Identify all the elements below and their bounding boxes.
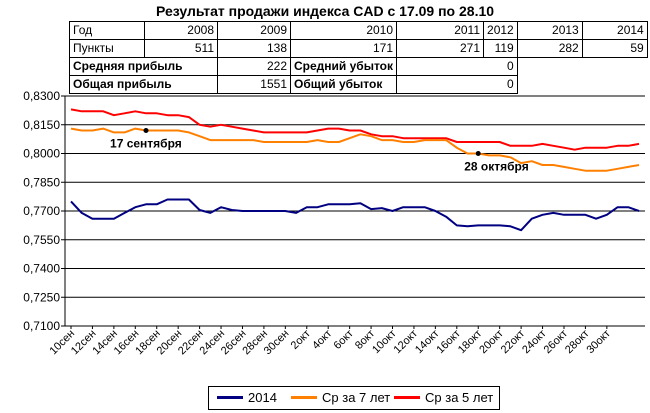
x-tick-label: 30сен — [262, 328, 292, 358]
y-tick-label: 0,7100 — [23, 319, 60, 333]
points-cell: 59 — [581, 39, 648, 58]
total-profit-label: Общая прибыль — [69, 75, 218, 94]
y-tick-label: 0,7850 — [23, 175, 60, 189]
x-tick-label: 30окт — [584, 328, 613, 357]
legend-swatch — [291, 396, 317, 399]
x-tick-label: 10окт — [370, 328, 399, 357]
y-tick-label: 0,7400 — [23, 262, 60, 276]
legend-label: 2014 — [248, 390, 277, 405]
x-tick-label: 2окт — [289, 328, 313, 352]
y-tick-label: 0,7250 — [23, 290, 60, 304]
series-line — [70, 198, 640, 232]
legend-item-2014: 2014 — [217, 390, 277, 405]
total-profit-value: 1551 — [217, 75, 291, 94]
points-label-cell: Пункты — [69, 39, 145, 58]
annotation-marker — [143, 128, 149, 133]
x-tick-label: 18окт — [456, 328, 485, 357]
stats-table: Год 2008 2009 2010 2011 2012 2013 2014 П… — [69, 21, 648, 94]
legend-item-avg5: Ср за 5 лет — [394, 390, 493, 405]
x-tick-label: 22окт — [499, 328, 528, 357]
x-tick-label: 28окт — [563, 328, 592, 357]
legend-swatch — [217, 396, 243, 399]
year-cell: 2012 — [483, 21, 518, 40]
y-tick-label: 0,8000 — [23, 147, 60, 161]
legend-label: Ср за 5 лет — [425, 390, 494, 405]
y-tick-label: 0,8300 — [23, 89, 60, 103]
table-row: Общая прибыль 1551 Общий убыток 0 — [69, 75, 648, 94]
x-tick-label: 12окт — [392, 328, 421, 357]
x-tick-label: 6окт — [332, 328, 356, 352]
series-line — [70, 127, 640, 172]
series-line — [70, 108, 640, 151]
x-tick-label: 20окт — [477, 328, 506, 357]
annotation-marker — [475, 151, 481, 156]
points-cell: 282 — [516, 39, 583, 58]
annotation-label: 28 октября — [464, 160, 528, 174]
y-tick-label: 0,7550 — [23, 233, 60, 247]
table-row: Пункты 511 138 171 271 119 282 59 — [69, 39, 648, 58]
annotation-label: 17 сентября — [110, 137, 182, 151]
y-tick-label: 0,8150 — [23, 118, 60, 132]
chart-legend: 2014 Ср за 7 лет Ср за 5 лет — [208, 386, 500, 410]
legend-swatch — [394, 396, 420, 399]
table-row: Год 2008 2009 2010 2011 2012 2013 2014 — [69, 21, 648, 40]
year-cell: 2014 — [581, 21, 648, 40]
chart-title: Результат продажи индекса CAD с 17.09 по… — [155, 3, 495, 19]
legend-label: Ср за 7 лет — [322, 390, 391, 405]
x-tick-label: 4окт — [310, 328, 334, 352]
year-cell: 2008 — [144, 21, 218, 40]
legend-item-avg7: Ср за 7 лет — [291, 390, 390, 405]
table-row: Средняя прибыль 222 Средний убыток 0 — [69, 57, 648, 76]
total-loss-label: Общий убыток — [289, 75, 398, 94]
y-tick-label: 0,7700 — [23, 204, 60, 218]
total-loss-value: 0 — [396, 75, 518, 94]
